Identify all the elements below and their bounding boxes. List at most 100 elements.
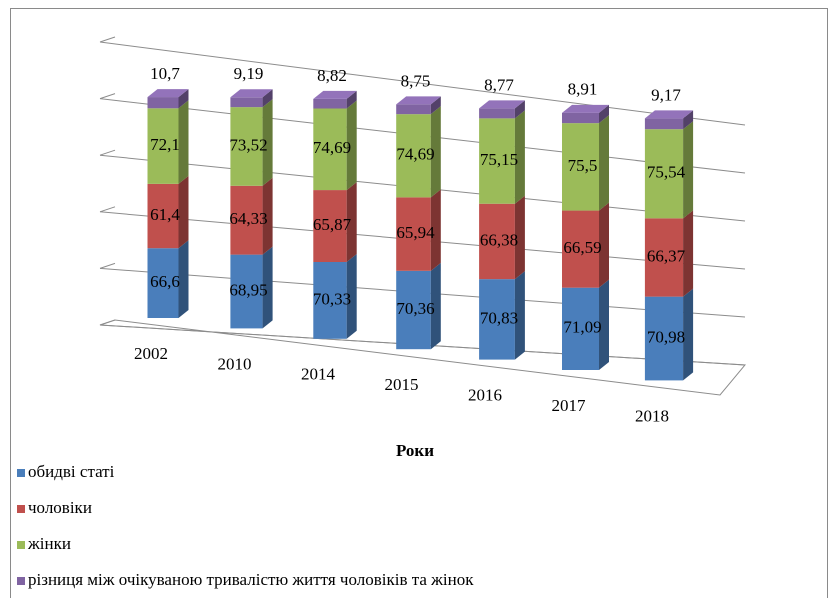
x-tick-label: 2016	[468, 386, 502, 405]
bar-segment	[313, 98, 347, 109]
bar-segment-side	[178, 175, 189, 249]
bar-segment	[479, 279, 515, 360]
bar-segment-side	[599, 279, 609, 370]
bar-segment	[562, 112, 599, 124]
bar-segment	[230, 254, 263, 329]
x-tick-label: 2014	[301, 365, 336, 384]
bar-segment-side	[683, 210, 694, 297]
grid-line-side	[99, 262, 116, 269]
data-label: 66,6	[150, 272, 180, 291]
bar-segment-side	[178, 89, 189, 109]
bar-segment	[644, 129, 684, 219]
data-label: 70,98	[647, 327, 685, 346]
bar-segment	[644, 296, 684, 381]
bar-segment-side	[430, 189, 441, 271]
x-axis-title: Роки	[396, 441, 434, 460]
data-label: 70,33	[313, 289, 351, 308]
data-label: 70,36	[396, 299, 434, 318]
grid-line-side	[99, 93, 116, 100]
data-label: 75,5	[568, 156, 598, 175]
bar-segment	[562, 287, 599, 370]
bar-top	[644, 110, 694, 119]
bar-segment-side	[599, 202, 609, 288]
data-label: 74,69	[313, 138, 351, 157]
bar-segment-side	[346, 90, 357, 109]
bar-segment	[479, 108, 515, 119]
bar-segment	[147, 108, 179, 184]
bar-segment	[313, 108, 347, 191]
bar-top	[562, 104, 609, 113]
bar-segment-side	[430, 106, 441, 198]
bar-segment-side	[683, 121, 694, 219]
bar-segment-side	[683, 288, 694, 381]
data-label: 9,19	[234, 64, 264, 83]
bar-top	[230, 89, 273, 98]
bar-top	[313, 90, 357, 99]
data-label: 71,09	[563, 318, 601, 337]
bar-segment-side	[262, 99, 273, 186]
data-label: 74,69	[396, 145, 434, 164]
bar-segment	[562, 210, 599, 288]
bar-segment	[147, 97, 179, 109]
bar-segment	[396, 114, 431, 198]
bar-segment-side	[430, 96, 441, 115]
data-label: 66,59	[563, 238, 601, 257]
bar-segment-side	[599, 104, 609, 124]
x-tick-label: 2015	[385, 375, 419, 394]
bar-segment	[230, 107, 263, 186]
x-tick-label: 2002	[134, 344, 168, 363]
bar-segment	[147, 248, 179, 318]
bar-segment-side	[262, 89, 273, 108]
legend-swatch	[17, 469, 25, 477]
grid-line-side	[99, 36, 116, 43]
chart-border	[10, 8, 828, 598]
bar-segment	[479, 118, 515, 204]
bar-segment-side	[514, 195, 525, 280]
bar-segment	[479, 203, 515, 280]
bar-segment	[396, 270, 431, 350]
bar-segment	[230, 97, 263, 108]
bar-segment-side	[346, 182, 357, 262]
data-label: 61,4	[150, 205, 180, 224]
data-label: 64,33	[229, 209, 267, 228]
data-label: 8,77	[484, 75, 514, 94]
bar-segment-side	[514, 110, 525, 204]
legend-label: обидві статі	[28, 462, 115, 481]
bar-segment	[230, 185, 263, 255]
bar-segment	[396, 104, 431, 115]
data-label: 8,75	[401, 71, 431, 90]
bar-segment	[562, 123, 599, 211]
bar-top	[147, 89, 189, 98]
bar-segment	[313, 261, 347, 339]
x-tick-label: 2018	[635, 406, 669, 425]
data-label: 66,38	[480, 230, 518, 249]
data-label: 70,83	[480, 308, 518, 327]
bar-segment-side	[430, 262, 441, 350]
grid-line-side	[99, 149, 116, 156]
data-label: 9,17	[651, 85, 681, 104]
legend-label: різниця між очікуваною тривалістю життя …	[28, 570, 474, 589]
data-label: 8,91	[568, 80, 598, 99]
bar-segment-side	[514, 271, 525, 360]
grid-line-side	[99, 206, 116, 213]
bar-segment	[644, 118, 684, 130]
data-label: 68,95	[229, 280, 267, 299]
bar-segment-side	[683, 110, 694, 130]
data-label: 65,94	[396, 223, 435, 242]
x-tick-label: 2010	[218, 354, 252, 373]
data-label: 75,15	[480, 150, 518, 169]
bar-segment-side	[346, 100, 357, 191]
bar-segment-side	[514, 100, 525, 119]
bar-segment-side	[262, 177, 273, 255]
bar-segment-side	[346, 253, 357, 339]
bar-top	[479, 100, 525, 109]
bar-segment-side	[262, 246, 273, 329]
bar-top	[396, 96, 441, 105]
bar-segment	[644, 218, 684, 297]
bar-segment-side	[599, 115, 609, 211]
data-label: 8,82	[317, 66, 347, 85]
data-label: 75,54	[647, 163, 686, 182]
x-tick-label: 2017	[552, 396, 587, 415]
legend-label: жінки	[27, 534, 71, 553]
